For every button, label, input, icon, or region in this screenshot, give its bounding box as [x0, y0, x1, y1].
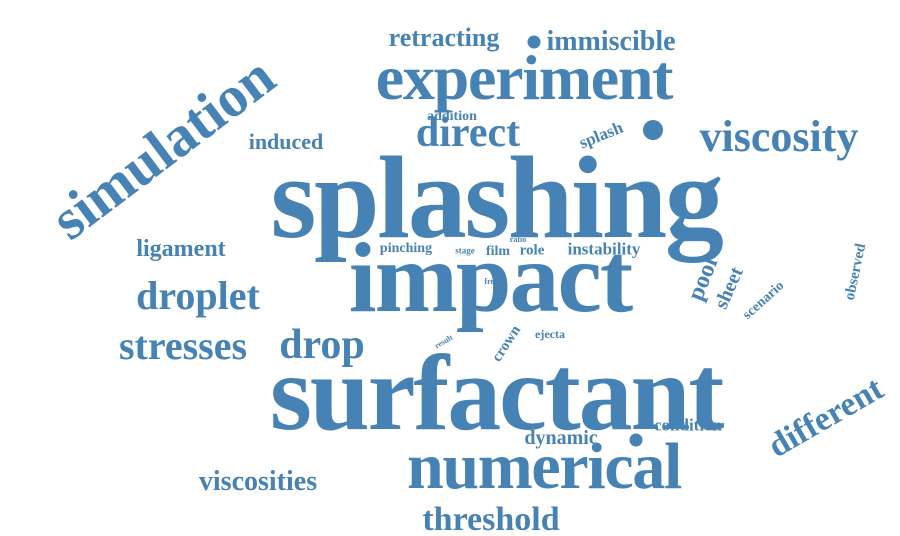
word-impact: impact [348, 222, 633, 333]
word-induced: induced [248, 129, 324, 154]
dot-1 [527, 35, 541, 49]
dot-3 [629, 433, 643, 447]
word-stage: stage [455, 245, 475, 256]
word-scenario: scenario [740, 278, 788, 323]
word-addition: addition [427, 109, 477, 124]
word-droplet: droplet [136, 273, 260, 318]
word-ejecta: ejecta [535, 327, 565, 341]
word-drop: drop [279, 322, 365, 368]
word-stresses: stresses [118, 323, 248, 368]
word-retracting: retracting [388, 23, 500, 52]
word-surfactant: surfactant [269, 334, 724, 453]
dot-2 [643, 120, 663, 140]
word-pinching: pinching [379, 241, 433, 256]
word-experiment: experiment [375, 42, 674, 113]
word-free: free [484, 277, 498, 286]
word-ligament: ligament [136, 236, 226, 262]
word-viscosity: viscosity [699, 112, 859, 161]
word-dynamic: dynamic [524, 427, 598, 449]
word-immiscible: immiscible [546, 26, 676, 57]
word-numerical: numerical [406, 430, 682, 503]
word-instability: instability [567, 239, 641, 259]
word-splashing: splashing [270, 132, 723, 263]
word-viscosities: viscosities [198, 466, 318, 497]
word-ratio: ratio [509, 235, 527, 244]
word-threshold: threshold [422, 501, 560, 536]
word-direct: direct [415, 110, 521, 156]
word-film: film [485, 244, 511, 259]
word-role: role [519, 242, 545, 259]
word-observed: observed [841, 242, 870, 302]
word-condition: condition [653, 415, 723, 435]
word-different: different [761, 370, 890, 466]
